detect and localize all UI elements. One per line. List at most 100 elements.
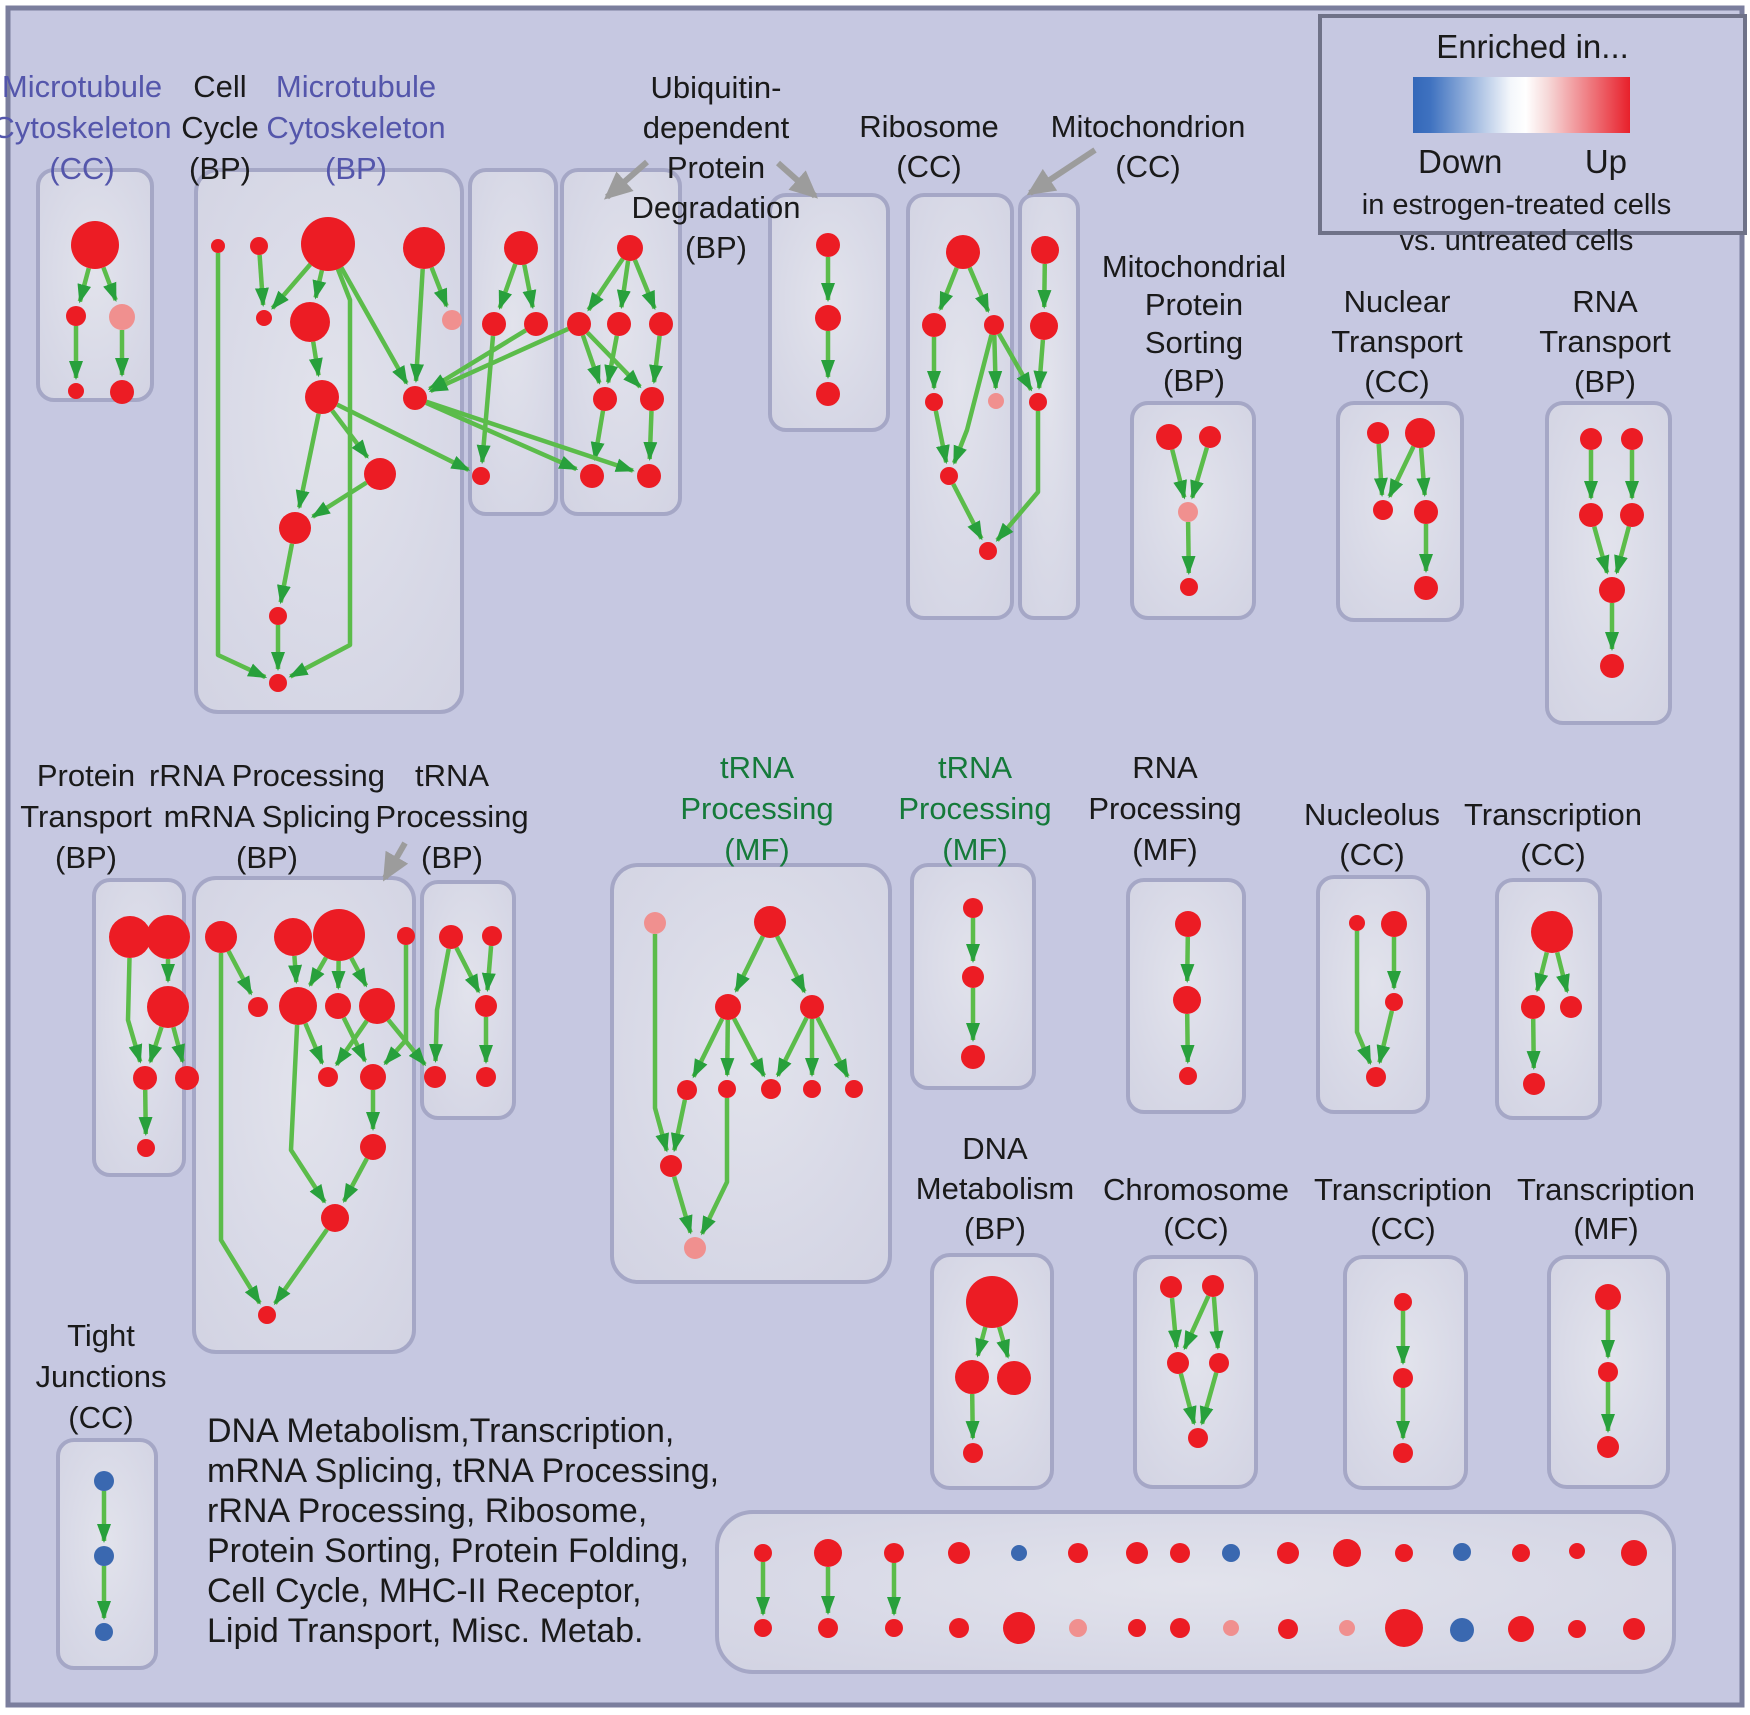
label-protein-transport-bp-line-1: Transport [20,799,152,834]
go-term-edge [218,953,262,1305]
go-term-node [301,217,355,271]
label-rna-processing-mf: RNA Processing (MF) [1088,750,1241,867]
label-rna-transport-bp-line-1: Transport [1539,324,1671,359]
go-term-node [1621,1540,1647,1566]
go-term-edge [277,543,295,605]
go-term-node [110,380,134,404]
go-term-node [567,312,591,336]
go-term-node [800,995,824,1019]
label-trna-processing-mf-1: tRNA Processing (MF) [680,750,833,867]
go-term-node [279,987,317,1025]
label-mitochondrial-protein-sorting-bp-line-1: Protein [1145,287,1243,322]
label-mitochondrion-cc-line-0: Mitochondrion [1051,109,1246,144]
go-term-node [963,1443,983,1463]
go-term-node [424,1066,446,1088]
cluster-box-misc [715,1510,1676,1674]
label-trna-processing-bp-line-0: tRNA [415,758,489,793]
go-term-node [321,1204,349,1232]
go-term-node [1209,1353,1229,1373]
go-term-node [248,997,268,1017]
go-term-edge [720,1019,735,1077]
go-term-node [1579,503,1603,527]
go-term-node [95,1623,113,1641]
go-term-edge [342,1157,369,1203]
label-dna-metabolism-bp-line-1: Metabolism [916,1171,1075,1206]
go-term-edge [733,935,765,993]
annotations-layer: Microtubule Cytoskeleton (CC) Cell Cycle (BP)… [0,69,1695,1650]
go-term-edge [125,957,143,1064]
go-term-node [472,467,490,485]
cluster-box-tcm [1495,878,1602,1120]
go-term-node [1167,1352,1189,1374]
label-nucleolus-cc: Nucleolus (CC) [1304,797,1440,872]
go-term-edge [1181,521,1196,575]
label-rna-transport-bp-line-0: RNA [1572,284,1638,319]
label-protein-transport-bp-line-0: Protein [37,758,135,793]
go-term-node [1277,1542,1299,1564]
go-term-node [617,235,643,261]
trna-bp-label-arrow [382,841,409,882]
go-term-node [1178,502,1198,522]
go-term-node [1180,578,1198,596]
go-term-edge [1387,445,1416,499]
go-term-node [269,607,287,625]
go-term-node [1453,1543,1471,1561]
go-term-node [684,1237,706,1259]
go-term-node [1030,312,1058,340]
go-term-node [816,233,840,257]
go-term-node [1597,1436,1619,1458]
go-term-node [1199,426,1221,448]
mitochondrion-label-arrow [1026,147,1097,196]
go-term-node [677,1080,697,1100]
go-term-node [1394,1293,1412,1311]
label-tight-junctions-cc: Tight Junctions (CC) [36,1318,167,1435]
go-term-node [1126,1542,1148,1564]
go-term-edge [732,1017,766,1078]
label-rrna-processing-mrna-splicing-bp-line-1: mRNA Splicing [164,799,371,834]
go-term-node [1068,1543,1088,1563]
go-term-edge [454,946,481,994]
go-term-edge [975,1326,989,1358]
label-trna-processing-mf-2-line-1: Processing [898,791,1051,826]
label-nucleolus-cc-line-0: Nucleolus [1304,797,1440,832]
label-misc-cluster-list-line-2: rRNA Processing, Ribosome, [207,1492,647,1530]
go-term-edge [1534,951,1549,993]
go-term-node [1580,428,1602,450]
label-ubiquitin-dependent-protein-degradation-bp: Ubiquitin-dependent Protein Degradation (BP… [632,70,801,265]
go-term-node [961,1045,985,1069]
label-ribosome-cc-line-1: (CC) [896,149,961,184]
go-term-edge [997,332,1034,392]
go-term-edge [1354,931,1373,1066]
go-term-node [482,312,506,336]
go-term-node [1160,1276,1182,1298]
label-rrna-processing-mrna-splicing-bp: rRNA Processing mRNA Splicing (BP) [149,758,385,875]
go-term-node [1173,986,1201,1014]
label-tight-junctions-cc-line-0: Tight [67,1318,135,1353]
go-term-node [1385,993,1403,1011]
label-protein-transport-bp-line-2: (BP) [55,840,117,875]
go-term-node [109,304,135,330]
go-term-node [593,387,617,411]
go-term-edge [1416,447,1431,497]
label-microtubule-cytoskeleton-bp: Microtubule Cytoskeleton (BP) [266,69,445,186]
go-term-node [607,312,631,336]
go-term-edge [952,334,994,465]
cluster-box-nt [1336,401,1464,622]
go-term-node [816,382,840,406]
go-term-node [1339,1620,1355,1636]
go-term-edge [1190,446,1210,500]
go-term-edge [988,334,1003,390]
go-term-node [146,915,190,959]
label-trna-processing-mf-1-line-1: Processing [680,791,833,826]
go-term-node [1621,428,1643,450]
go-term-node [250,237,268,255]
label-transcription-cc-mid-line-1: (CC) [1520,837,1585,872]
go-term-node [364,458,396,490]
label-mitochondrial-protein-sorting-bp-line-2: Sorting [1145,325,1243,360]
go-term-node [109,916,151,958]
go-term-edge [967,266,991,314]
label-rna-transport-bp: RNA Transport (BP) [1539,284,1671,399]
go-term-edge [1199,1371,1219,1426]
legend-gradient-bar [1413,77,1630,133]
go-term-edge [522,264,537,310]
